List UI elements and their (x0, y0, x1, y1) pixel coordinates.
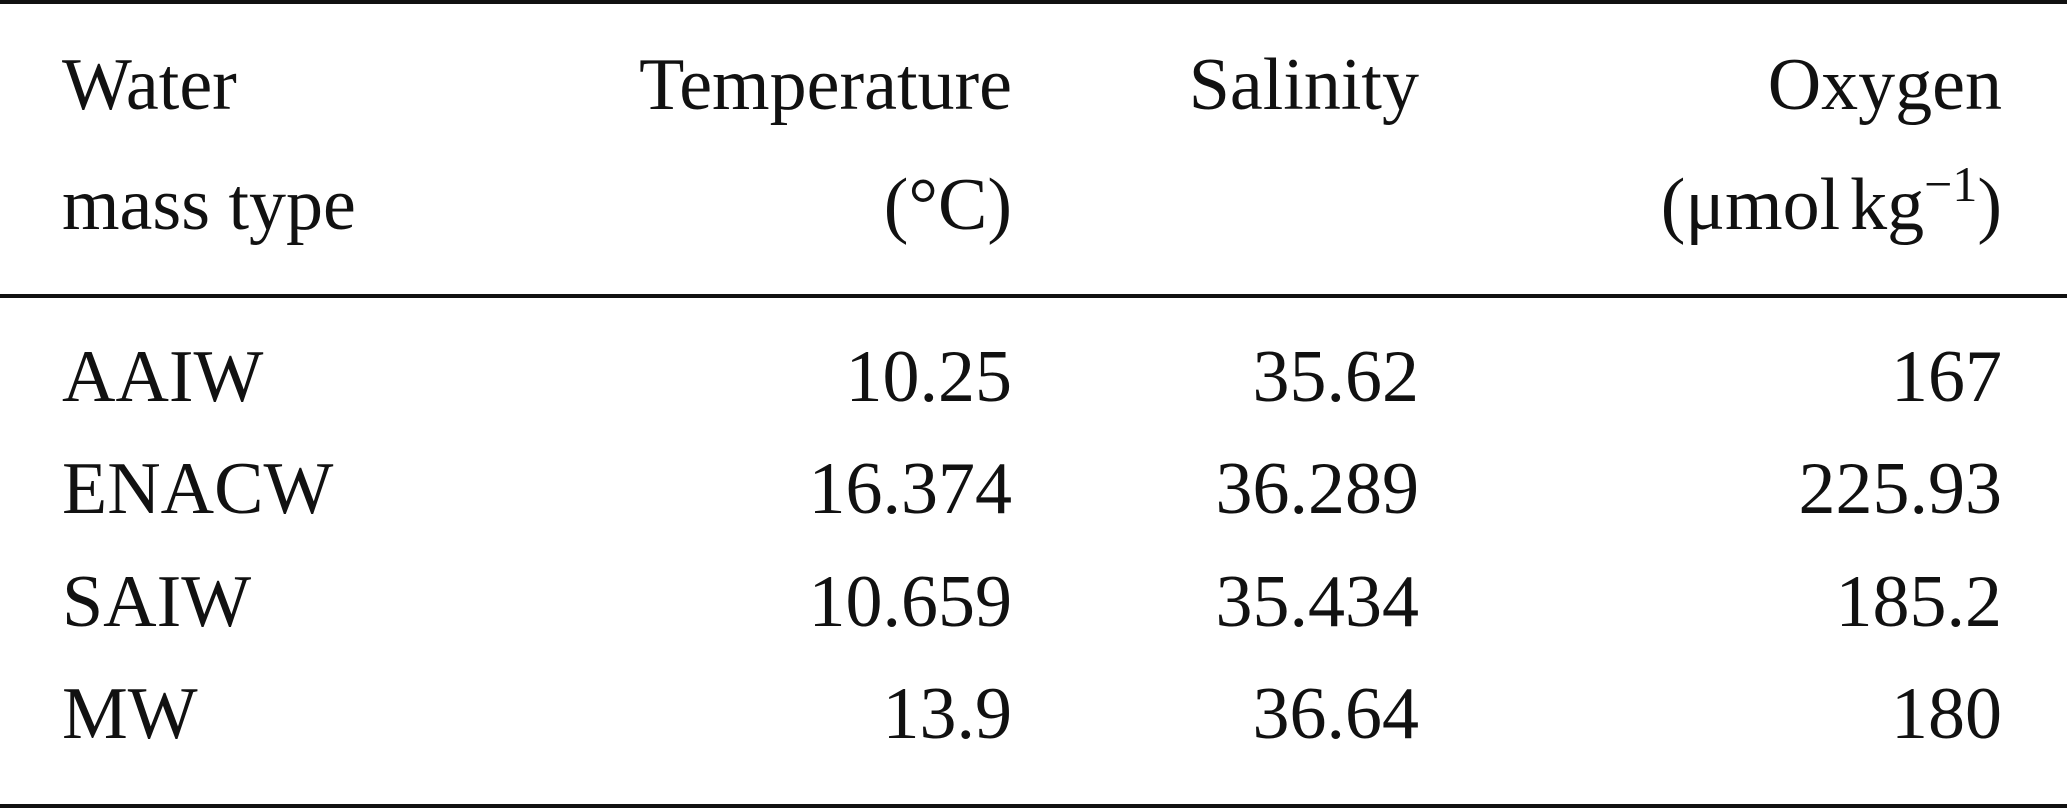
header-oxygen-exponent: −1 (1924, 156, 1978, 212)
header-oxygen-suffix: ) (1977, 164, 2002, 246)
header-water-mass-line2: mass type (62, 164, 356, 246)
header-separator-rule (0, 294, 2067, 298)
table-cell-salinity: 36.64 (1252, 673, 1420, 755)
table-cell-salinity: 36.289 (1215, 448, 1420, 530)
table-cell-temperature: 16.374 (808, 448, 1013, 530)
table-cell-water-mass: AAIW (62, 336, 264, 418)
table-cell-oxygen: 185.2 (1835, 561, 2003, 643)
header-temperature-line1: Temperature (639, 44, 1012, 126)
table-cell-temperature: 10.659 (808, 561, 1013, 643)
header-salinity: Salinity (1188, 44, 1419, 126)
table-cell-salinity: 35.434 (1215, 561, 1420, 643)
header-oxygen-unit: kg (1850, 164, 1925, 246)
header-oxygen-line2: (μmol kg−1) (1661, 156, 2002, 249)
header-oxygen-line1: Oxygen (1767, 44, 2002, 126)
table-cell-oxygen: 180 (1891, 673, 2002, 755)
table-cell-water-mass: SAIW (62, 561, 252, 643)
table-cell-salinity: 35.62 (1252, 336, 1420, 418)
table-cell-oxygen: 167 (1891, 336, 2002, 418)
table-cell-oxygen: 225.93 (1798, 448, 2003, 530)
header-oxygen-prefix: (μmol (1660, 164, 1841, 246)
table-bottom-rule (0, 804, 2067, 808)
header-water-mass-line1: Water (62, 44, 237, 126)
table-cell-temperature: 13.9 (882, 673, 1013, 755)
header-temperature-line2: (°C) (883, 164, 1012, 246)
table-cell-water-mass: ENACW (62, 448, 334, 530)
table-cell-water-mass: MW (62, 673, 198, 755)
table-cell-temperature: 10.25 (845, 336, 1013, 418)
table-top-rule (0, 0, 2067, 4)
